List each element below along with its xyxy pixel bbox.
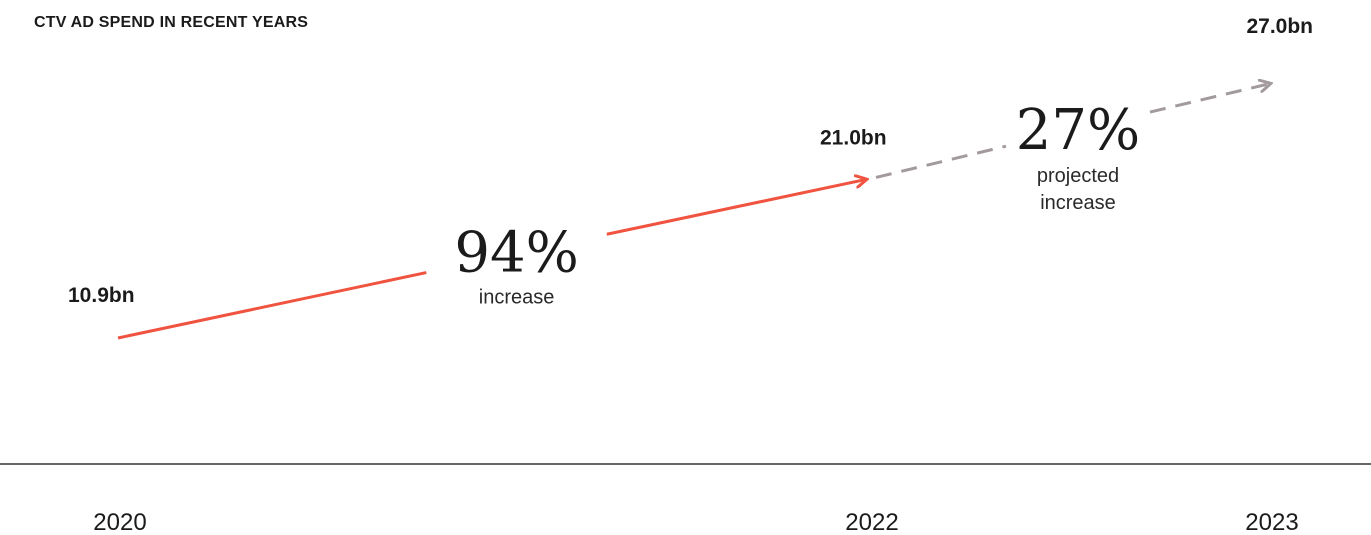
value-label-2020: 10.9bn [68, 284, 135, 307]
series-actual-segment [117, 271, 427, 340]
annotation-percent: 94% [454, 220, 578, 285]
x-tick-label: 2023 [1245, 509, 1298, 535]
annotation-label: increase [1040, 192, 1116, 214]
annotation-label: increase [479, 286, 555, 308]
series-projected-arrow [1149, 84, 1270, 114]
chart-title: CTV AD SPEND IN RECENT YEARS [34, 14, 309, 31]
value-label-2023: 27.0bn [1246, 15, 1313, 38]
series-projected-segment [875, 144, 1007, 179]
annotation-percent: 27% [1016, 98, 1140, 163]
x-tick-label: 2022 [845, 509, 898, 535]
value-label-2022: 21.0bn [820, 126, 887, 149]
series-actual-arrow [606, 179, 866, 236]
x-tick-label: 2020 [93, 509, 146, 535]
annotation-label: projected [1037, 165, 1119, 187]
